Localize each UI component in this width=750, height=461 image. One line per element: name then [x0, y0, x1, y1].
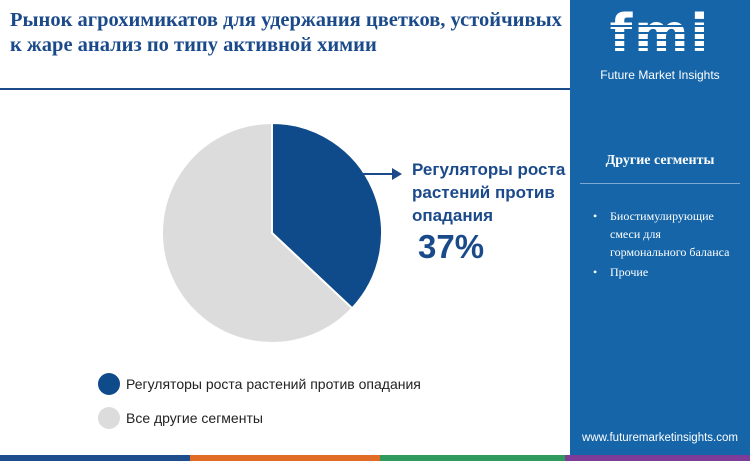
- bullet-icon: •: [593, 209, 598, 223]
- segment-item-label: Прочие: [610, 265, 649, 279]
- pie-chart: [161, 121, 402, 344]
- bottom-bar-segment: [380, 455, 565, 461]
- segments-divider: [580, 183, 740, 184]
- sidebar: fmi Future Market Insights Другие сегмен…: [570, 0, 750, 461]
- fmi-logo: fmi: [570, 0, 750, 100]
- segment-item: • Прочие: [588, 263, 738, 281]
- legend-swatch-other: [98, 407, 120, 429]
- bullet-icon: •: [593, 265, 598, 279]
- bottom-bar-segment: [190, 455, 380, 461]
- callout-label: Регуляторы роста растений против опадани…: [412, 160, 566, 225]
- website-url: www.futuremarketinsights.com: [582, 432, 738, 444]
- segments-list: • Биостимулирующие смеси для гормональног…: [588, 207, 738, 283]
- logo-text: fmi: [609, 4, 711, 64]
- legend-swatch-primary: [98, 373, 120, 395]
- callout-value: 37%: [418, 228, 485, 265]
- callout-arrow-head: [392, 168, 402, 180]
- bottom-bar-segment: [0, 455, 190, 461]
- title-divider: [0, 88, 570, 90]
- segment-item: • Биостимулирующие смеси для гормональног…: [588, 207, 738, 261]
- segment-item-label: Биостимулирующие смеси для гормонального…: [610, 209, 730, 259]
- pie-slice-1: [271, 121, 383, 310]
- brand-name: Future Market Insights: [600, 68, 720, 82]
- bottom-bar-segment: [565, 455, 750, 461]
- segments-title: Другие сегменты: [605, 153, 715, 168]
- legend-label: Регуляторы роста растений против опадани…: [126, 376, 421, 392]
- legend-label: Все другие сегменты: [126, 410, 263, 426]
- pie-slice-2: [161, 121, 354, 344]
- chart-title: Рынок агрохимикатов для удержания цветко…: [10, 9, 562, 56]
